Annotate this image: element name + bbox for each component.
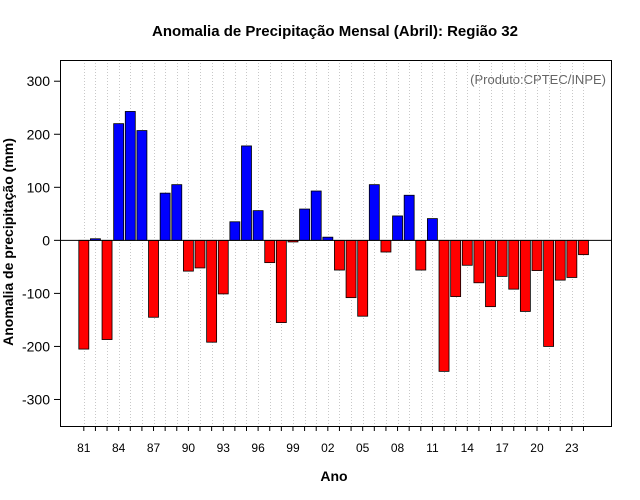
bar-2024 [578,239,589,256]
bar-2001 [310,190,322,241]
bar-1996 [252,210,264,241]
x-tick-label: 96 [251,441,265,455]
chart-title: Anomalia de Precipitação Mensal (Abril):… [152,23,518,40]
bar-1993 [217,239,229,295]
bar-1990 [182,239,194,272]
bar-2005 [357,239,369,317]
x-tick-label: 11 [426,441,439,455]
x-tick-label: 93 [217,441,231,455]
bar-1995 [241,145,252,241]
x-tick-label: 05 [356,441,370,455]
x-tick-label: 02 [321,441,335,455]
bar-1985 [124,111,136,241]
bar-1997 [264,239,276,264]
bar-2008 [392,215,403,241]
bar-2012 [438,239,450,372]
bar-2007 [380,239,392,253]
x-axis-label: Ano [320,468,347,484]
bar-2004 [345,239,357,299]
x-tick-label: 81 [77,441,91,455]
x-tick-label: 84 [112,441,126,455]
x-tick-label: 17 [495,441,509,455]
bar-2023 [566,239,578,278]
y-tick-label: -100 [22,285,50,301]
bar-1994 [229,221,241,241]
y-axis-label: Anomalia de precipitação (mm) [0,138,16,346]
bar-2020 [531,239,543,271]
bar-2017 [496,239,508,277]
bar-2013 [450,239,462,297]
bar-2014 [461,239,473,266]
bar-2006 [368,184,380,241]
bars [78,111,589,372]
bar-2016 [485,239,496,308]
plot-frame [60,60,612,427]
bar-1983 [101,239,113,340]
bar-1992 [206,239,218,343]
bar-2010 [415,239,427,271]
axes: -300 -200 -100 0 100 200 300 81 84 87 90 93 96 99 02 05… [22,60,612,455]
bar-1991 [194,239,206,269]
bar-2015 [473,239,485,284]
y-tick-label: -300 [22,391,50,407]
bar-1981 [78,239,90,350]
y-tick-label: 300 [27,73,51,89]
x-tick-label: 08 [391,441,405,455]
y-tick-label: 200 [27,126,51,142]
bar-2009 [403,194,415,241]
bar-2000 [299,208,310,241]
x-tick-label: 90 [182,441,196,455]
bar-2019 [519,239,531,312]
bar-2003 [334,239,345,271]
x-tick-label: 87 [147,441,161,455]
y-tick-label: -200 [22,338,50,354]
credit-label: (Produto:CPTEC/INPE) [470,72,606,87]
bar-2018 [508,239,520,290]
x-tick-label: 14 [461,441,475,455]
x-tick-label: 23 [565,441,579,455]
bar-1986 [136,130,148,241]
bar-1998 [275,239,287,323]
y-tick-label: 100 [27,179,51,195]
bar-2022 [554,239,566,281]
bar-2011 [427,218,438,241]
x-tick-label: 99 [286,441,300,455]
bar-1984 [113,123,125,241]
bar-1987 [148,239,159,318]
y-tick-label: 0 [42,232,50,248]
bar-1988 [159,192,171,241]
x-tick-label: 20 [530,441,544,455]
bar-1989 [171,184,183,241]
bar-2021 [543,239,555,347]
